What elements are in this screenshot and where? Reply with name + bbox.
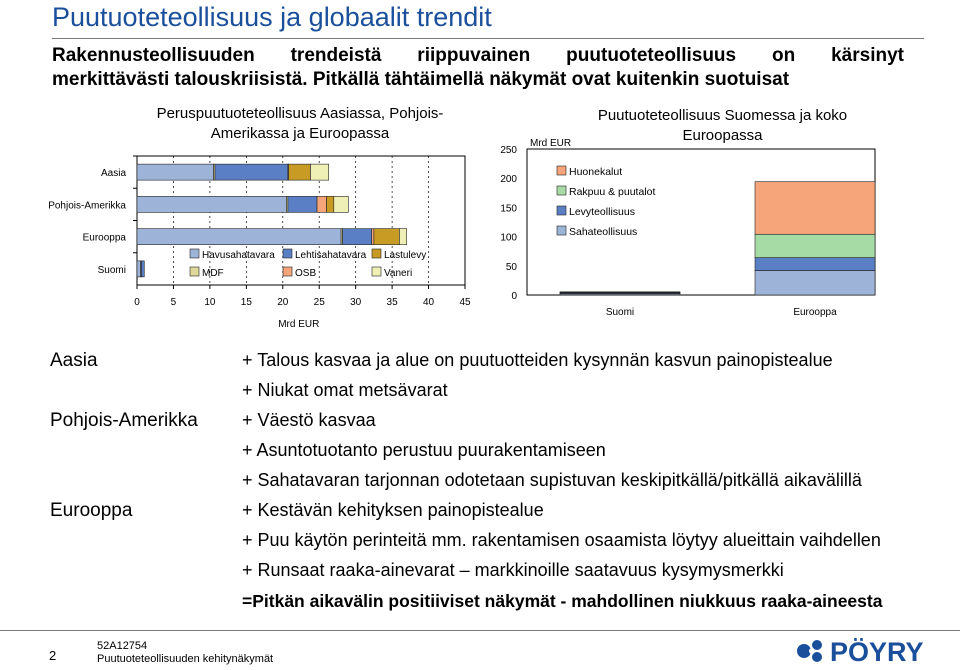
chart1-x-tick-label: 45	[459, 297, 471, 308]
chart1-x-axis-label: Mrd EUR	[278, 319, 319, 330]
chart2-y-axis-label: Mrd EUR	[530, 138, 571, 149]
chart2-bar-segment	[754, 181, 876, 235]
chart1-x-tick-label: 35	[387, 297, 399, 308]
chart2-category-label: Suomi	[606, 307, 634, 318]
chart1-legend-label: Vaneri	[384, 268, 412, 279]
chart1-legend-swatch	[371, 248, 382, 259]
chart1-category-label: Pohjois-Amerikka	[48, 200, 126, 211]
chart1-legend-swatch	[189, 248, 200, 259]
chart1-bar-segment	[373, 228, 400, 245]
chart1-bar-segment	[310, 163, 329, 181]
chart2-bar-segment	[754, 257, 876, 271]
page-title: Puutuoteteollisuus ja globaalit trendit	[52, 2, 492, 32]
chart1-category-label: Aasia	[101, 168, 126, 179]
chart1-x-tick-label: 0	[134, 297, 140, 308]
chart2-y-tick-label: 0	[511, 291, 517, 302]
logo-mark-icon	[797, 640, 822, 662]
chart2-y-tick-label: 100	[500, 233, 517, 244]
chart1-bar-segment	[141, 260, 145, 278]
chart1-bar-segment	[342, 228, 373, 245]
chart1-bar-segment	[326, 196, 335, 213]
bullet-eu-1: + Kestävän kehityksen painopistealue	[242, 500, 544, 520]
chart2-legend-swatch	[556, 185, 567, 196]
chart1-legend-swatch	[282, 248, 293, 259]
chart1-title: Peruspuutuoteteollisuus Aasiassa, Pohjoi…	[156, 105, 444, 142]
bullet-aasia-1: + Talous kasvaa ja alue on puutuotteiden…	[242, 350, 833, 370]
title-divider	[52, 38, 924, 39]
chart2-legend-swatch	[556, 205, 567, 216]
footer-divider	[0, 630, 960, 631]
chart1-bar-segment	[399, 228, 407, 245]
chart2-y-tick-label: 50	[506, 262, 518, 273]
chart1-bar-segment	[371, 228, 375, 245]
chart1-legend-label: Havusahatavara	[202, 250, 275, 261]
bullet-na-3: + Sahatavaran tarjonnan odotetaan supist…	[242, 470, 862, 490]
bullet-eu-2: + Puu käytön perinteitä mm. rakentamisen…	[242, 530, 881, 550]
chart2-legend-label: Sahateollisuus	[569, 226, 637, 238]
page-number: 2	[49, 648, 57, 663]
chart1-legend-label: OSB	[295, 268, 316, 279]
chart2-legend-swatch	[556, 165, 567, 176]
footer-doc-title: Puutuoteteollisuuden kehitynäkymät	[97, 653, 274, 665]
chart1-category-label: Suomi	[98, 265, 126, 276]
logo-wordmark: PÖYRY	[830, 637, 924, 667]
chart1-bar-segment	[333, 196, 349, 213]
chart1-horizontal-bar: 0 5 10 15 20 25 30 35 40 45 Mrd EUR Aasia Pohjois-Am…	[48, 155, 471, 330]
chart1-bar-segment	[287, 196, 318, 213]
chart1-legend-label: Lastulevy	[384, 250, 426, 261]
chart1-bar-segment	[316, 196, 327, 213]
chart2-legend-label: Levyteollisuus	[569, 206, 635, 218]
chart2-legend-swatch	[556, 225, 567, 236]
chart1-legend-swatch	[189, 266, 200, 277]
chart1-x-tick-label: 15	[241, 297, 253, 308]
footer-code: 52A12754	[97, 640, 148, 652]
bullet-eu-3: + Runsaat raaka-ainevarat – markkinoille…	[242, 560, 784, 580]
chart1-category-label: Eurooppa	[83, 233, 127, 244]
chart2-legend-label: Huonekalut	[569, 166, 622, 178]
chart1-bar-segment	[136, 196, 287, 213]
subtitle: Rakennusteollisuuden trendeistä riippuva…	[52, 44, 904, 92]
chart2-title: Puutuoteteollisuus Suomessa ja koko Euro…	[597, 107, 848, 144]
chart1-x-tick-label: 5	[171, 297, 177, 308]
chart1-legend-label: MDF	[202, 268, 224, 279]
bullet-na-1: + Väestö kasvaa	[242, 410, 376, 430]
region-label-eurooppa: Eurooppa	[50, 500, 133, 521]
chart1-bar-segment	[136, 163, 214, 181]
chart1-bar-segment	[214, 163, 289, 181]
chart2-bar-segment	[559, 291, 681, 293]
subtitle-line-2: merkittävästi talouskriisistä. Pitkällä …	[52, 69, 790, 90]
chart1-x-tick-label: 25	[314, 297, 326, 308]
chart1-legend-swatch	[282, 266, 293, 277]
bullet-na-2: + Asuntotuotanto perustuu puurakentamise…	[242, 440, 606, 460]
chart1-bar-segment	[288, 163, 311, 181]
chart2-vertical-bar: 0 50 100 150 200 250 Mrd EUR Suomi Eurooppa Huone…	[500, 138, 876, 318]
region-label-pohjois-amerikka: Pohjois-Amerikka	[50, 410, 198, 431]
chart2-y-tick-label: 200	[500, 174, 517, 185]
chart1-x-tick-label: 10	[204, 297, 216, 308]
chart1-x-tick-label: 20	[277, 297, 289, 308]
chart2-category-label: Eurooppa	[793, 307, 837, 318]
chart2-y-tick-label: 150	[500, 203, 517, 214]
footer-text: 52A12754 Puutuoteteollisuuden kehitynäky…	[97, 640, 273, 666]
chart2-y-tick-label: 250	[500, 145, 517, 156]
chart2-bar-segment	[754, 270, 876, 296]
chart2-bar-segment	[754, 233, 876, 258]
chart1-legend-swatch	[371, 266, 382, 277]
conclusion: =Pitkän aikavälin positiiviset näkymät -…	[242, 591, 883, 611]
subtitle-line-1: Rakennusteollisuuden trendeistä riippuva…	[52, 45, 904, 66]
chart1-bar-segment	[136, 228, 342, 245]
bullet-aasia-2: + Niukat omat metsävarat	[242, 380, 448, 400]
chart2-legend-label: Rakpuu & puutalot	[569, 186, 655, 198]
poyry-logo: PÖYRY	[797, 637, 924, 667]
region-label-aasia: Aasia	[50, 350, 98, 371]
chart1-x-tick-label: 40	[423, 297, 435, 308]
chart1-bar-segment	[136, 260, 141, 278]
chart1-x-tick-label: 30	[350, 297, 362, 308]
chart1-legend-label: Lehtisahatavara	[295, 250, 367, 261]
